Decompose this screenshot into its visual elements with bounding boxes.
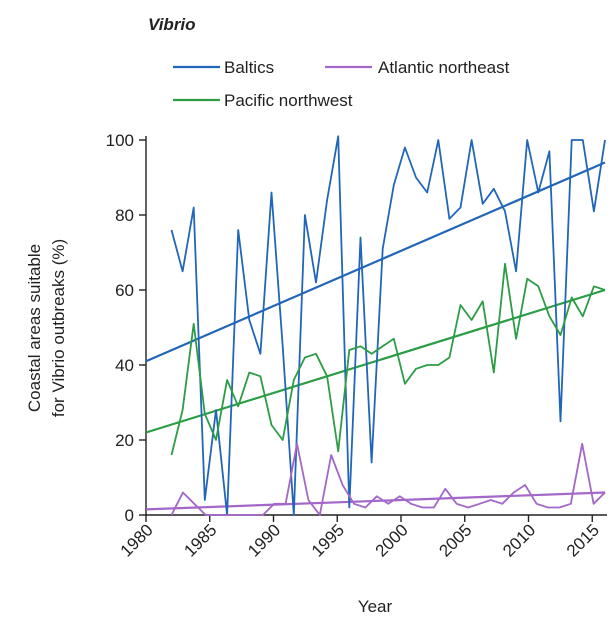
y-tick-label: 100	[106, 131, 134, 150]
trend-line-atlantic-northeast	[145, 491, 606, 511]
y-tick-label: 20	[115, 431, 134, 450]
chart-title: Vibrio	[148, 15, 196, 34]
y-tick-label: 0	[125, 506, 134, 525]
y-tick-label: 80	[115, 206, 134, 225]
trend-lines	[145, 161, 606, 511]
y-axis-title-line-2: for Vibrio outbreaks (%)	[49, 239, 68, 417]
series-line-atlantic-northeast	[170, 442, 606, 516]
trend-line-pacific-northwest	[145, 288, 606, 434]
legend: Baltics Atlantic northeast Pacific north…	[173, 58, 510, 110]
x-axis-title: Year	[358, 597, 393, 616]
series-lines	[170, 135, 606, 516]
y-axis-title-line-1: Coastal areas suitable	[25, 244, 44, 412]
y-tick-label: 60	[115, 281, 134, 300]
x-tick-label: 1995	[308, 520, 348, 560]
trend-line-baltics	[145, 161, 606, 363]
x-tick-label: 1980	[117, 520, 157, 560]
series-line-baltics	[170, 135, 606, 516]
x-tick-label: 2000	[372, 520, 412, 560]
y-tick-label: 40	[115, 356, 134, 375]
x-tick-label: 2015	[563, 520, 603, 560]
series-line-pacific-northwest	[170, 262, 606, 456]
x-tick-label: 1985	[180, 520, 220, 560]
x-tick-label: 2005	[435, 520, 475, 560]
x-tick-label: 2010	[499, 520, 539, 560]
legend-label-pacific-northwest: Pacific northwest	[224, 91, 353, 110]
legend-label-baltics: Baltics	[224, 58, 274, 77]
x-tick-label: 1990	[244, 520, 284, 560]
legend-label-atlantic-northeast: Atlantic northeast	[378, 58, 510, 77]
